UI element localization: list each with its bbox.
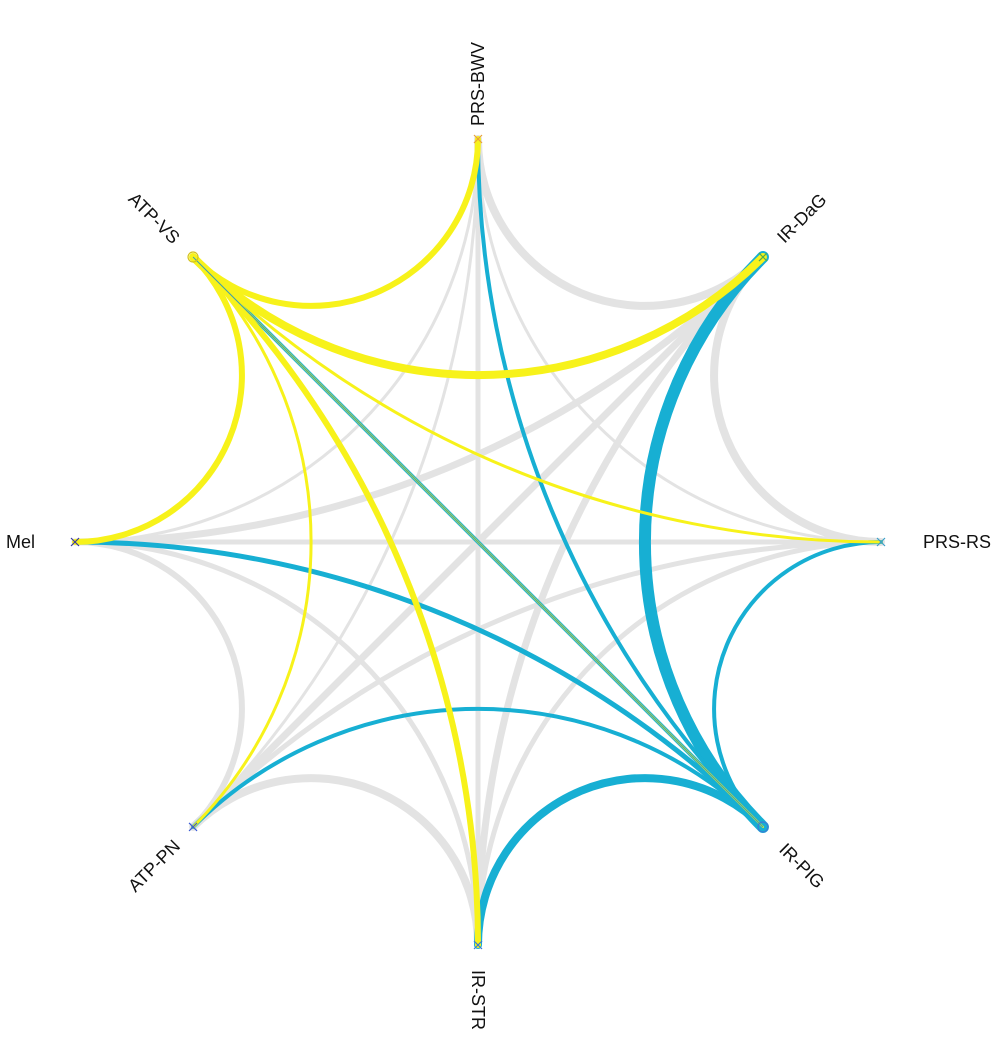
edge-prs-rs-atp-pn (190, 539, 884, 830)
node-marker-mel (70, 537, 80, 547)
edges-layer (71, 135, 885, 949)
node-marker-prs-rs (876, 537, 886, 547)
edge-ir-pig-atp-pn (191, 706, 765, 829)
edge-ir-str-mel (72, 539, 481, 948)
node-marker-atp-vs (187, 251, 199, 263)
edge-highlight-atp-vs-ir-pig (192, 256, 764, 828)
edge-ir-dag-mel (71, 253, 767, 546)
edge-prs-bwv-ir-dag (474, 135, 767, 310)
node-label-atp-pn: ATP-PN (124, 836, 184, 896)
node-label-ir-str: IR-STR (468, 970, 488, 1030)
edge-atp-vs-ir-dag (189, 253, 767, 380)
edge-atp-vs-ir-str (190, 254, 481, 948)
edge-ir-str-atp-vs (191, 255, 480, 947)
node-marker-prs-bwv (473, 134, 483, 144)
node-label-prs-rs: PRS-RS (923, 532, 991, 552)
edge-prs-bwv-ir-pig (476, 137, 765, 829)
edge-prs-rs-ir-pig (712, 540, 883, 829)
edge-atp-vs-mel (72, 254, 245, 545)
node-marker-ir-str (473, 940, 483, 950)
node-label-atp-vs: ATP-VS (125, 189, 184, 248)
node-marker-ir-dag (758, 252, 768, 262)
edge-ir-pig-ir-str (474, 774, 767, 949)
edge-prs-bwv-atp-pn (191, 137, 480, 829)
edge-ir-dag-prs-rs (710, 253, 885, 546)
edge-atp-vs-prs-bwv (190, 136, 481, 309)
node-label-prs-bwv: PRS-BWV (468, 42, 488, 126)
edge-atp-vs-atp-pn (191, 255, 313, 829)
node-label-ir-pig: IR-PIG (775, 839, 828, 892)
node-markers-layer (70, 134, 886, 950)
edge-ir-str-atp-pn (189, 774, 482, 949)
edge-atp-pn-mel (72, 539, 245, 830)
edge-ir-dag-ir-pig (638, 251, 769, 833)
edge-ir-pig-mel (72, 539, 766, 830)
edge-ir-dag-ir-str (474, 253, 767, 949)
node-label-ir-dag: IR-DaG (773, 190, 830, 247)
node-marker-ir-pig (757, 821, 769, 833)
node-marker-atp-pn (188, 822, 198, 832)
edge-atp-vs-prs-rs (191, 255, 883, 544)
node-label-mel: Mel (6, 532, 35, 552)
